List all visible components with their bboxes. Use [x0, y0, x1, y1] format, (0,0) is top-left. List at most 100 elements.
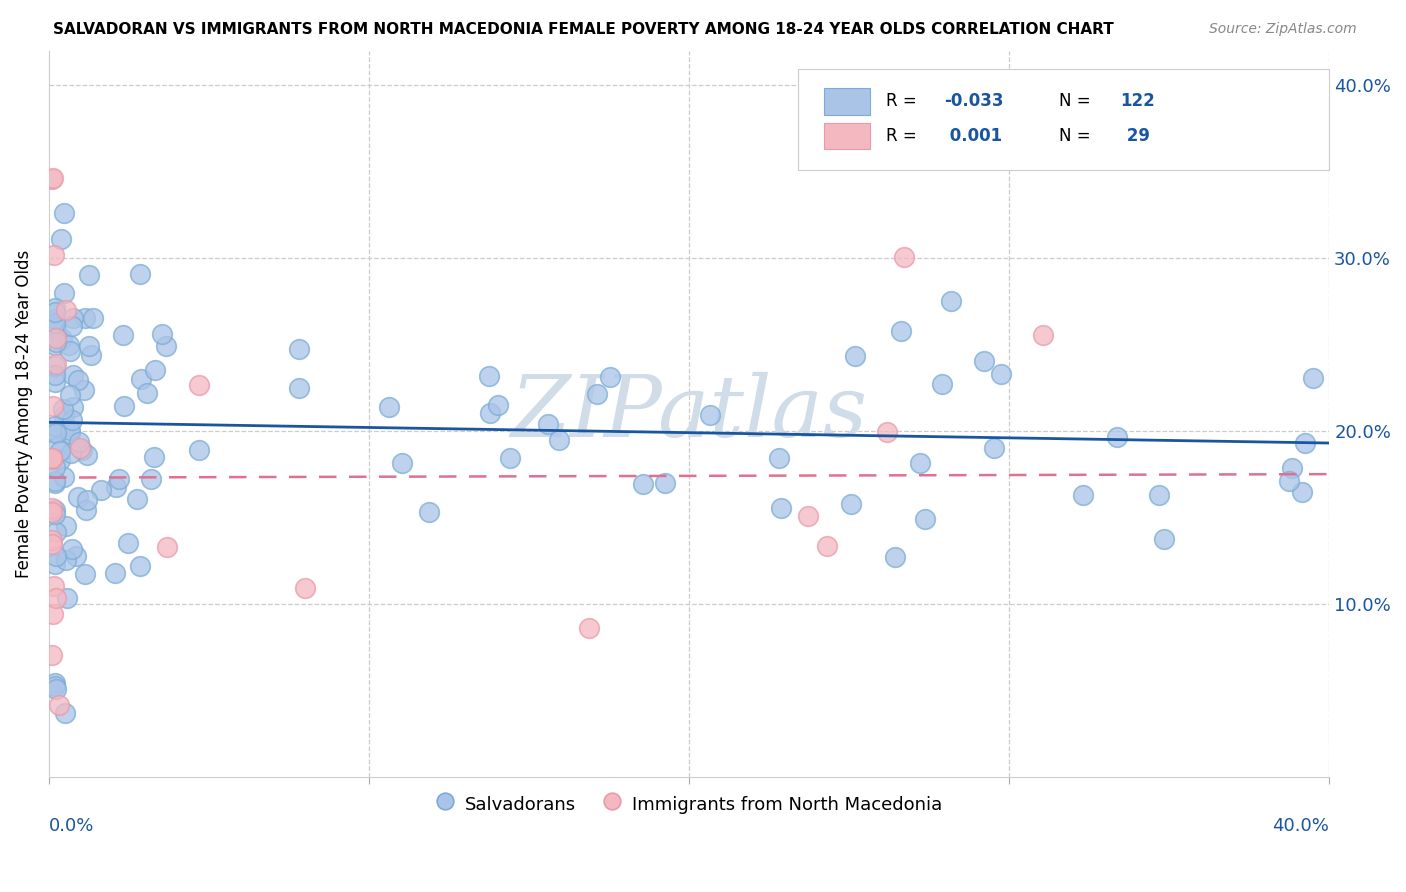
Text: 0.001: 0.001: [943, 127, 1002, 145]
Point: [76, 448, 98, 462]
Point: [41, 537, 63, 551]
Point: [1291, 485, 1313, 500]
Text: ZIPatlas: ZIPatlas: [510, 372, 868, 455]
FancyBboxPatch shape: [824, 88, 870, 114]
Point: [67, 435, 90, 450]
Point: [44, 338, 66, 352]
Point: [77, 268, 100, 283]
Point: [66, 373, 89, 387]
Point: [44, 460, 66, 475]
Point: [104, 566, 127, 581]
Point: [112, 399, 135, 413]
Text: R =: R =: [886, 127, 922, 145]
Point: [51, 332, 73, 346]
Point: [890, 324, 912, 338]
Point: [112, 327, 135, 342]
Point: [188, 377, 211, 392]
Point: [79, 338, 101, 352]
Point: [80, 348, 103, 362]
Text: 0.0%: 0.0%: [49, 816, 94, 835]
Point: [44, 418, 66, 433]
Point: [893, 250, 915, 264]
Point: [67, 490, 90, 504]
Point: [129, 559, 152, 574]
Point: [55, 519, 77, 533]
Point: [479, 407, 502, 421]
Point: [55, 591, 77, 606]
Point: [44, 503, 66, 517]
Point: [939, 293, 962, 308]
Point: [60, 541, 83, 556]
Point: [44, 474, 66, 488]
Point: [910, 456, 932, 470]
Point: [1153, 532, 1175, 546]
Point: [1281, 461, 1303, 475]
Point: [931, 376, 953, 391]
Point: [44, 425, 66, 439]
Point: [143, 450, 166, 464]
Point: [117, 535, 139, 549]
Point: [418, 505, 440, 519]
Point: [599, 369, 621, 384]
Point: [150, 326, 173, 341]
Point: [45, 591, 67, 605]
Point: [76, 492, 98, 507]
Point: [105, 480, 128, 494]
Point: [73, 567, 96, 582]
Point: [839, 497, 862, 511]
Text: 40.0%: 40.0%: [1272, 816, 1329, 835]
Point: [155, 339, 177, 353]
Point: [288, 342, 311, 356]
Point: [75, 310, 97, 325]
Point: [796, 508, 818, 523]
Point: [90, 483, 112, 498]
Point: [75, 503, 97, 517]
Point: [41, 533, 63, 547]
Legend: Salvadorans, Immigrants from North Macedonia: Salvadorans, Immigrants from North Maced…: [429, 786, 949, 822]
Point: [41, 648, 63, 662]
Point: [41, 450, 63, 465]
Point: [129, 372, 152, 386]
Point: [914, 512, 936, 526]
Point: [585, 386, 607, 401]
Point: [44, 579, 66, 593]
Point: [187, 443, 209, 458]
Point: [41, 501, 63, 516]
Point: [41, 452, 63, 467]
Point: [547, 433, 569, 447]
Point: [1032, 327, 1054, 342]
Text: -0.033: -0.033: [943, 93, 1004, 111]
Point: [631, 477, 654, 491]
Point: [42, 399, 65, 413]
Point: [884, 549, 907, 564]
Point: [1105, 430, 1128, 444]
Point: [983, 442, 1005, 456]
Point: [139, 472, 162, 486]
Point: [42, 170, 65, 185]
Point: [46, 441, 69, 455]
Point: [69, 441, 91, 455]
Text: 29: 29: [1121, 127, 1150, 145]
Point: [44, 301, 66, 315]
Text: N =: N =: [1059, 93, 1097, 111]
Point: [62, 400, 84, 414]
Point: [44, 375, 66, 389]
Point: [41, 505, 63, 519]
Point: [73, 384, 96, 398]
Point: [1071, 488, 1094, 502]
Text: SALVADORAN VS IMMIGRANTS FROM NORTH MACEDONIA FEMALE POVERTY AMONG 18-24 YEAR OL: SALVADORAN VS IMMIGRANTS FROM NORTH MACE…: [53, 22, 1114, 37]
Point: [136, 385, 159, 400]
Point: [1277, 475, 1299, 489]
Point: [288, 381, 311, 395]
Point: [125, 492, 148, 507]
Point: [44, 476, 66, 491]
Point: [699, 408, 721, 422]
Point: [60, 318, 83, 333]
Point: [45, 549, 67, 563]
Point: [70, 442, 93, 457]
Text: 122: 122: [1121, 93, 1156, 111]
Point: [49, 453, 72, 467]
Point: [44, 558, 66, 572]
Point: [58, 338, 80, 352]
Point: [53, 706, 76, 720]
